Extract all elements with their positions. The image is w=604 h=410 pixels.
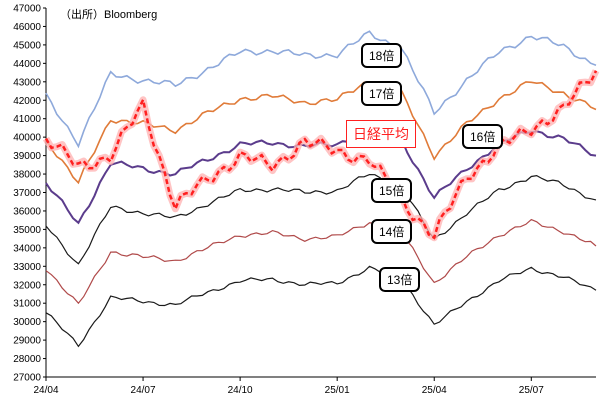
x-tick-label: 25/01 <box>325 385 350 396</box>
y-tick-label: 36000 <box>13 206 41 217</box>
label-per18: 18倍 <box>361 43 403 68</box>
series-line-per14 <box>45 218 597 305</box>
y-tick-label: 42000 <box>13 96 41 107</box>
label-per14: 14倍 <box>371 219 413 244</box>
y-tick-label: 38000 <box>13 170 41 181</box>
y-tick-label: 45000 <box>13 40 41 51</box>
series-line-per17 <box>45 81 597 185</box>
y-tick-label: 39000 <box>13 151 41 162</box>
y-tick-label: 29000 <box>13 336 41 347</box>
y-tick-label: 40000 <box>13 133 41 144</box>
y-tick-label: 27000 <box>13 373 41 384</box>
y-tick-label: 44000 <box>13 59 41 70</box>
x-tick-label: 24/07 <box>131 385 156 396</box>
axes: 27000 28000 29000 30000 31000 32000 33000 34000… <box>13 4 596 396</box>
label-per15: 15倍 <box>371 178 413 203</box>
series-line-per18 <box>45 30 597 149</box>
y-tick-label: 32000 <box>13 280 41 291</box>
y-tick-label: 30000 <box>13 317 41 328</box>
series-line-nikkei <box>44 70 598 240</box>
source-note: （出所）Bloomberg <box>60 9 158 21</box>
series-line-per13 <box>45 265 597 348</box>
x-tick-label: 25/07 <box>519 385 544 396</box>
y-tick-label: 41000 <box>13 114 41 125</box>
x-tick-label: 25/04 <box>422 385 447 396</box>
series-group <box>42 30 600 348</box>
y-tick-label: 35000 <box>13 225 41 236</box>
y-tick-label: 34000 <box>13 243 41 254</box>
label-per17: 17倍 <box>361 81 403 106</box>
x-tick-label: 24/10 <box>228 385 253 396</box>
x-tick-label: 24/04 <box>33 385 58 396</box>
y-tick-label: 47000 <box>13 4 41 15</box>
label-per13: 13倍 <box>379 267 421 292</box>
label-nikkei: 日経平均 <box>346 120 416 148</box>
y-tick-label: 33000 <box>13 262 41 273</box>
y-tick-label: 28000 <box>13 354 41 365</box>
y-tick-label: 37000 <box>13 188 41 199</box>
y-tick-label: 43000 <box>13 77 41 88</box>
y-tick-label: 31000 <box>13 299 41 310</box>
y-tick-label: 46000 <box>13 22 41 33</box>
label-per16: 16倍 <box>462 124 504 149</box>
series-line-per15 <box>45 173 597 265</box>
